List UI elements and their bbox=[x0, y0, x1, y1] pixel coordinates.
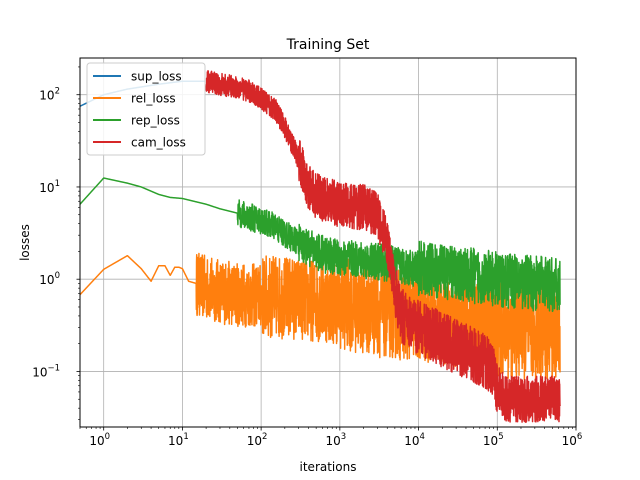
legend-label-sup_loss: sup_loss bbox=[131, 70, 182, 84]
legend: sup_loss rel_loss rep_loss cam_loss bbox=[86, 62, 206, 156]
y-axis-label: losses bbox=[18, 224, 32, 261]
series-line-cam_loss bbox=[205, 69, 561, 423]
legend-label-cam_loss: cam_loss bbox=[131, 136, 186, 150]
chart-title: Training Set bbox=[286, 37, 370, 53]
series-line-rel_loss bbox=[80, 252, 561, 382]
legend-box bbox=[86, 62, 206, 156]
plot-frame bbox=[79, 57, 577, 428]
legend-label-rep_loss: rep_loss bbox=[131, 114, 180, 128]
legend-label-rel_loss: rel_loss bbox=[131, 92, 176, 106]
x-axis-label: iterations bbox=[300, 460, 357, 474]
series-line-rep_loss bbox=[80, 177, 561, 313]
